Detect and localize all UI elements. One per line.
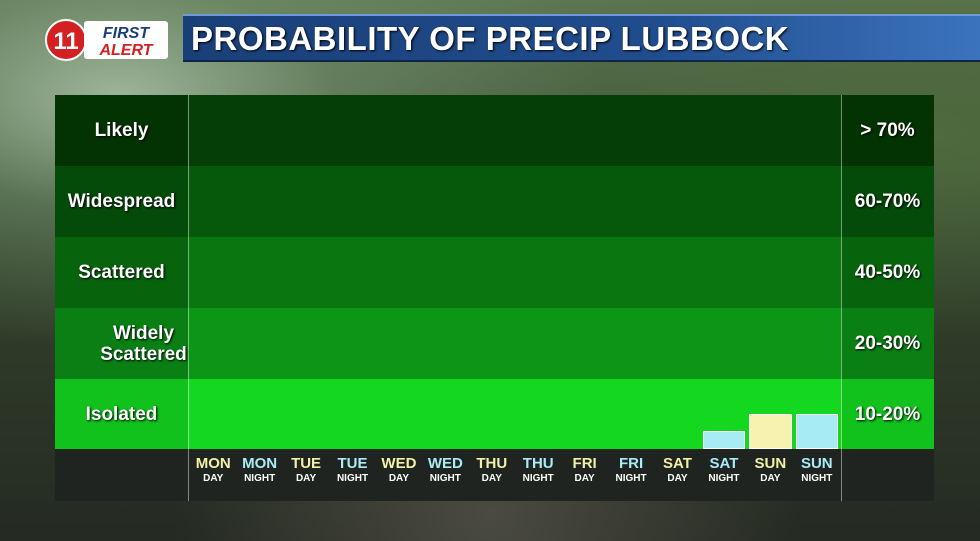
band-range-bg (841, 308, 934, 379)
period-label: TUE DAY (284, 455, 328, 486)
right-divider (841, 95, 842, 501)
period-label: SUN DAY (748, 455, 792, 486)
band-label-bg (55, 308, 188, 379)
period-day: FRI (572, 455, 597, 472)
band-scattered: Scattered 40-50% (55, 237, 934, 308)
band-label: Isolated (85, 404, 158, 425)
left-divider (188, 95, 189, 501)
period-label: MON NIGHT (238, 455, 282, 486)
period-label: MON DAY (191, 455, 235, 486)
band-label: Likely (94, 120, 149, 141)
band-range: 10-20% (854, 403, 921, 425)
first-alert-logo: 11 FIRST ALERT (44, 18, 170, 62)
period-part: NIGHT (708, 473, 740, 484)
band-widely-scattered: Widely Scattered 20-30% (55, 308, 934, 379)
period-day: SAT (663, 455, 692, 472)
band-label-bg (55, 237, 188, 308)
period-part: NIGHT (336, 473, 369, 484)
period-day: WED (381, 455, 417, 472)
page-title: PROBABILITY OF PRECIP LUBBOCK (191, 20, 790, 57)
precip-bar (749, 413, 792, 449)
period-label: SAT DAY (656, 455, 700, 486)
period-part: DAY (760, 473, 781, 484)
period-day: SUN (754, 455, 787, 472)
period-day: TUE (291, 455, 322, 472)
period-day: MON (195, 455, 231, 472)
precip-bar (795, 413, 838, 449)
band-label: Widespread (67, 191, 176, 212)
period-part: NIGHT (429, 473, 461, 484)
period-label: THU NIGHT (516, 455, 560, 486)
period-part: NIGHT (522, 473, 554, 484)
logo-first: FIRST (103, 25, 150, 42)
period-day: MON (242, 455, 278, 472)
period-label: SUN NIGHT (795, 455, 839, 486)
period-part: NIGHT (801, 473, 833, 484)
period-part: DAY (481, 473, 502, 484)
period-day: TUE (337, 455, 368, 472)
period-part: DAY (388, 473, 410, 484)
band-label: Scattered (78, 262, 165, 283)
period-day: FRI (618, 455, 644, 472)
period-part: DAY (574, 473, 595, 484)
period-day: THU (476, 455, 508, 472)
period-day: WED (427, 455, 463, 472)
period-part: DAY (667, 473, 688, 484)
period-day: SAT (709, 455, 739, 472)
band-range: 60-70% (854, 190, 921, 212)
band-range-bg (841, 379, 934, 450)
period-label: TUE NIGHT (331, 455, 375, 486)
period-label: WED NIGHT (423, 455, 467, 486)
period-part: NIGHT (244, 473, 276, 484)
band-widespread: Widespread 60-70% (55, 166, 934, 237)
band-range-bg (841, 237, 934, 308)
period-day: THU (522, 455, 554, 472)
period-day: SUN (800, 455, 833, 472)
precip-bar (702, 431, 746, 449)
band-range-bg (841, 95, 934, 166)
period-part: DAY (203, 473, 224, 484)
band-range: 40-50% (854, 261, 921, 283)
x-axis-panel (55, 449, 934, 501)
period-label: THU DAY (470, 455, 514, 486)
period-label: FRI NIGHT (609, 455, 653, 486)
band-range: > 70% (860, 119, 915, 141)
band-label-bg (55, 379, 188, 450)
period-label: FRI DAY (563, 455, 607, 486)
period-label: SAT NIGHT (702, 455, 746, 486)
band-label-bg (55, 166, 188, 237)
band-range-bg (841, 166, 934, 237)
period-part: NIGHT (615, 473, 647, 484)
title-bar: PROBABILITY OF PRECIP LUBBOCK (183, 14, 980, 62)
band-label: Widely Scattered (100, 322, 187, 365)
logo-number: 11 (53, 28, 78, 55)
band-label-bg (55, 95, 188, 166)
precip-chart: Likely > 70% Widespread 60-70% Scattered 40-5… (55, 95, 934, 501)
logo-alert: ALERT (98, 42, 153, 59)
period-part: DAY (295, 473, 317, 484)
band-likely: Likely > 70% (55, 95, 934, 166)
period-label: WED DAY (377, 455, 421, 486)
band-range: 20-30% (854, 332, 921, 354)
